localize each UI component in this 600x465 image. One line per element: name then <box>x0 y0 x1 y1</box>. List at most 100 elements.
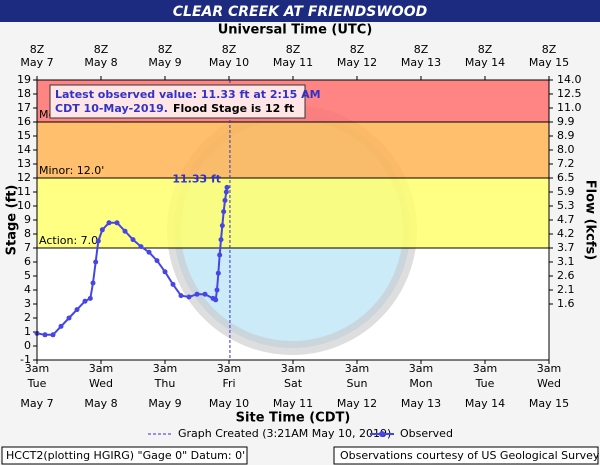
y2-tick-label: 6.5 <box>557 171 575 184</box>
x-tick-date: May 15 <box>529 397 569 410</box>
data-point <box>87 295 93 301</box>
x-tick-label: 3am <box>281 362 305 375</box>
threshold-label: Minor: 12.0' <box>39 164 104 177</box>
y2-tick-label: 5.9 <box>557 185 575 198</box>
footer-right: Observations courtesy of US Geological S… <box>340 449 600 462</box>
x-tick-day: Thu <box>154 377 176 390</box>
top-x-tick-label: 8Z <box>478 43 493 56</box>
data-point <box>82 298 88 304</box>
y-axis-title: Stage (ft) <box>5 185 20 256</box>
data-point <box>50 332 56 338</box>
y-tick-label: 0 <box>24 339 31 352</box>
data-point <box>99 227 105 233</box>
y-tick-label: 2 <box>24 311 31 324</box>
x-tick-date: May 12 <box>337 397 377 410</box>
legend-created: Graph Created (3:21AM May 10, 2019) <box>178 427 391 440</box>
data-point <box>223 189 229 195</box>
y-tick-label: 19 <box>17 73 31 86</box>
data-point <box>217 252 223 258</box>
x-tick-day: Sat <box>284 377 303 390</box>
y2-tick-label: 11.0 <box>557 101 582 114</box>
latest-label: 11.33 ft <box>172 172 221 185</box>
annotation-date: CDT 10-May-2019. <box>55 102 168 115</box>
top-x-tick-date: May 9 <box>148 56 181 69</box>
data-point <box>214 287 220 293</box>
annotation-line: CDT 10-May-2019. Flood Stage is 12 ft <box>55 102 294 115</box>
data-point <box>178 293 184 299</box>
top-x-tick-label: 8Z <box>30 43 45 56</box>
y-tick-label: 5 <box>24 269 31 282</box>
top-x-tick-date: May 8 <box>84 56 117 69</box>
y2-tick-label: 14.0 <box>557 73 582 86</box>
data-point <box>138 244 144 250</box>
title-bar <box>0 0 600 22</box>
plot-border <box>36 79 550 361</box>
data-point <box>95 238 101 244</box>
legend-label: Observed <box>400 427 453 440</box>
threshold-label: Action: 7.0' <box>39 234 101 247</box>
flood-stage-note: Flood Stage is 12 ft <box>173 102 294 115</box>
data-point <box>122 228 128 234</box>
y-tick-label: 11 <box>17 185 31 198</box>
top-x-tick-date: May 10 <box>209 56 249 69</box>
x-tick-date: May 14 <box>465 397 505 410</box>
x-tick-day: Sun <box>347 377 368 390</box>
data-point <box>221 209 227 215</box>
x-tick-date: May 9 <box>148 397 181 410</box>
y-tick-label: 9 <box>24 213 31 226</box>
top-x-tick-label: 8Z <box>542 43 557 56</box>
y-tick-label: 8 <box>24 227 31 240</box>
data-point <box>224 184 230 190</box>
x-tick-date: May 11 <box>273 397 313 410</box>
y2-tick-label: 8.9 <box>557 129 575 142</box>
y2-tick-label: 3.7 <box>557 241 575 254</box>
y2-tick-label: 1.6 <box>557 297 575 310</box>
y2-tick-label: 5.3 <box>557 199 575 212</box>
x-tick-label: 3am <box>217 362 241 375</box>
footer-left: HCCT2(plotting HGIRG) "Gage 0" Datum: 0' <box>6 449 245 462</box>
y-tick-label: 14 <box>17 143 31 156</box>
data-point <box>74 307 80 313</box>
x-tick-day: Tue <box>27 377 47 390</box>
x-tick-label: 3am <box>153 362 177 375</box>
y2-tick-label: 12.5 <box>557 87 582 100</box>
y2-axis-title: Flow (kcfs) <box>583 180 598 260</box>
y-tick-label: 16 <box>17 115 31 128</box>
x-tick-day: Wed <box>89 377 113 390</box>
x-tick-day: Mon <box>409 377 432 390</box>
flood-band <box>37 122 549 178</box>
y2-tick-label: 7.2 <box>557 157 575 170</box>
x-tick-date: May 7 <box>20 397 53 410</box>
data-point <box>93 259 99 265</box>
y-tick-label: 17 <box>17 101 31 114</box>
data-point <box>154 258 160 264</box>
data-point <box>213 297 219 303</box>
data-point <box>146 249 152 255</box>
annotation-line: Latest observed value: 11.33 ft at 2:15 … <box>55 88 321 101</box>
y2-tick-label: 4.2 <box>557 227 575 240</box>
y-tick-label: 12 <box>17 171 31 184</box>
top-x-tick-date: May 11 <box>273 56 313 69</box>
x-tick-day: Wed <box>537 377 561 390</box>
x-tick-label: 3am <box>89 362 113 375</box>
top-x-tick-date: May 13 <box>401 56 441 69</box>
y2-tick-label: 3.1 <box>557 255 575 268</box>
x-tick-day: Fri <box>222 377 235 390</box>
data-point <box>215 270 221 276</box>
data-point <box>58 323 64 329</box>
plot-area: Action: 7.0'Minor: 12.0'Moderate: 16.0'-… <box>17 43 582 410</box>
x-tick-label: 3am <box>537 362 561 375</box>
annotation-box <box>49 84 306 119</box>
chart-title: CLEAR CREEK AT FRIENDSWOOD <box>173 4 427 20</box>
top-axis-title: Universal Time (UTC) <box>218 23 373 38</box>
data-point <box>186 294 192 300</box>
data-point <box>42 332 48 338</box>
data-point <box>130 237 136 243</box>
flood-band <box>37 178 549 248</box>
y-tick-label: 10 <box>17 199 31 212</box>
y-tick-label: 13 <box>17 157 31 170</box>
top-x-tick-label: 8Z <box>94 43 109 56</box>
top-x-tick-label: 8Z <box>158 43 173 56</box>
x-tick-date: May 10 <box>209 397 249 410</box>
